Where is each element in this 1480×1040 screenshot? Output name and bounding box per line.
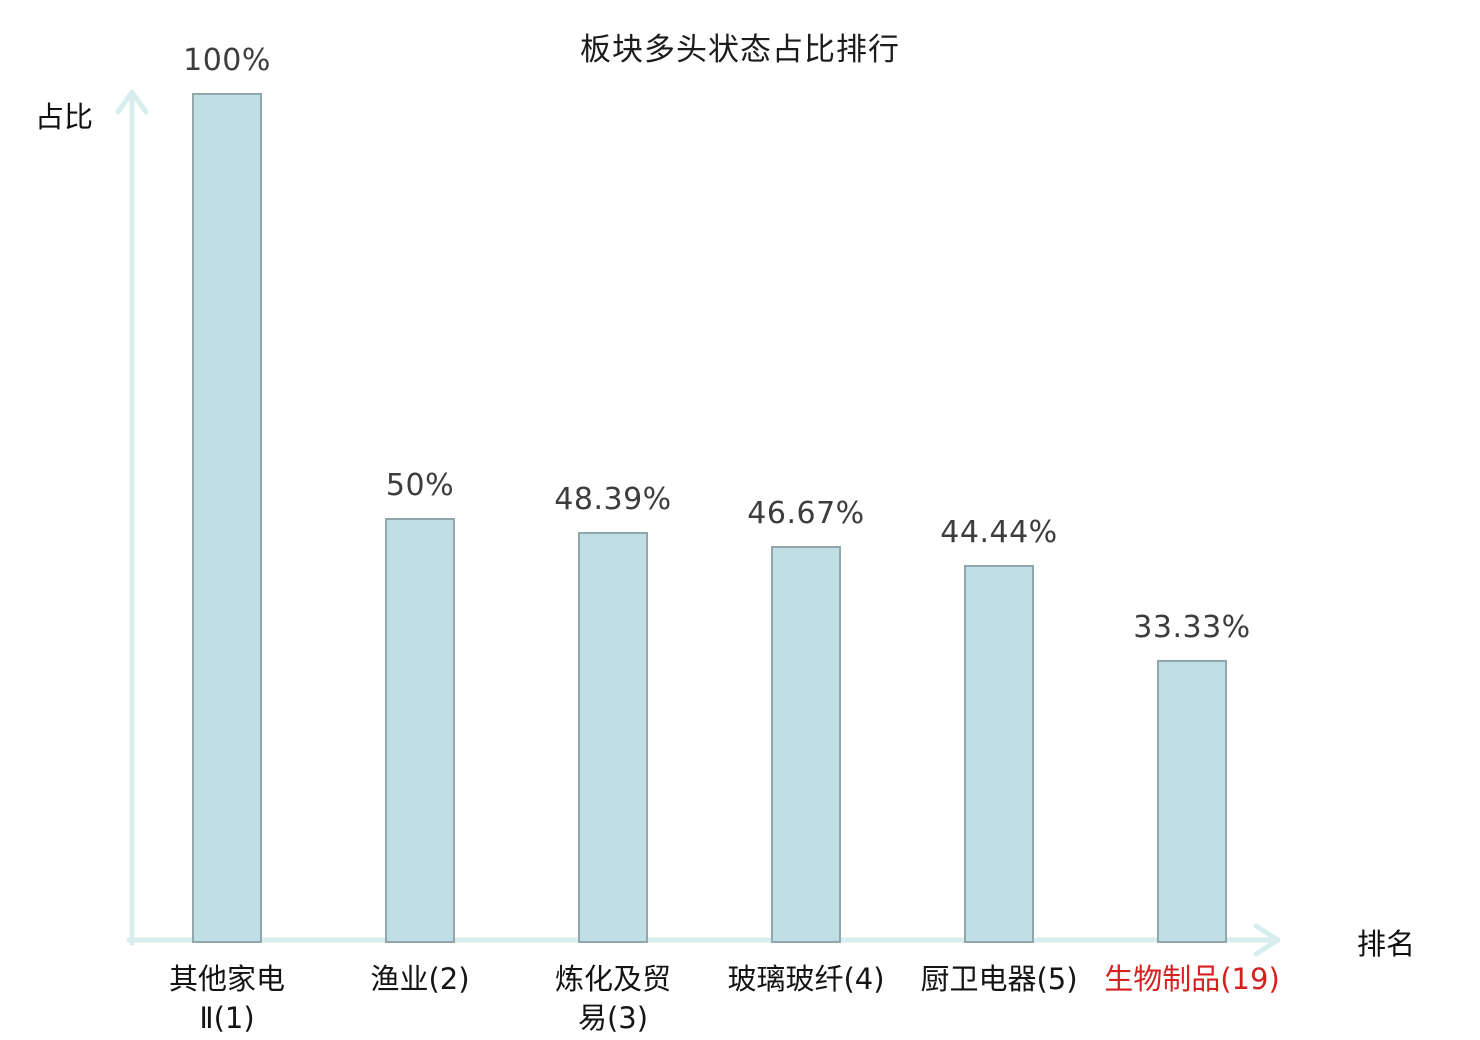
x-tick-label-line: Ⅱ(1) xyxy=(199,1001,255,1035)
bar xyxy=(771,546,841,943)
chart-title: 板块多头状态占比排行 xyxy=(580,32,900,68)
bar xyxy=(192,93,262,943)
bar-value-label: 50% xyxy=(385,468,455,503)
x-tick-label: 生物制品(19) xyxy=(1082,960,1302,999)
x-tick-label: 玻璃玻纤(4) xyxy=(696,960,916,999)
x-tick-label-line: 渔业(2) xyxy=(370,962,470,996)
bar-value-label: 48.39% xyxy=(554,482,672,517)
x-tick-label-line: 厨卫电器(5) xyxy=(920,962,1078,996)
x-tick-label-line: 易(3) xyxy=(577,1001,649,1035)
y-axis-arrow-icon xyxy=(115,89,149,115)
x-tick-label-line: 生物制品(19) xyxy=(1104,962,1280,996)
x-tick-label-line: 炼化及贸 xyxy=(554,962,671,996)
bar xyxy=(385,518,455,943)
x-tick-label-line: 玻璃玻纤(4) xyxy=(727,962,885,996)
x-tick-label-line: 其他家电 xyxy=(168,962,285,996)
x-tick-label: 渔业(2) xyxy=(310,960,530,999)
bar-value-label: 33.33% xyxy=(1133,610,1251,645)
x-axis-title: 排名 xyxy=(1357,927,1416,961)
x-tick-label: 厨卫电器(5) xyxy=(889,960,1109,999)
bar-value-label: 44.44% xyxy=(940,515,1058,550)
x-tick-label: 其他家电 Ⅱ(1) xyxy=(117,960,337,1038)
y-axis-title: 占比 xyxy=(35,100,94,134)
x-tick-label: 炼化及贸易(3) xyxy=(503,960,723,1038)
bar xyxy=(964,565,1034,943)
bar-value-label: 46.67% xyxy=(747,496,865,531)
bar xyxy=(578,532,648,943)
bar-value-label: 100% xyxy=(183,43,271,78)
x-axis-arrow-icon xyxy=(1253,923,1281,957)
bar xyxy=(1157,660,1227,943)
